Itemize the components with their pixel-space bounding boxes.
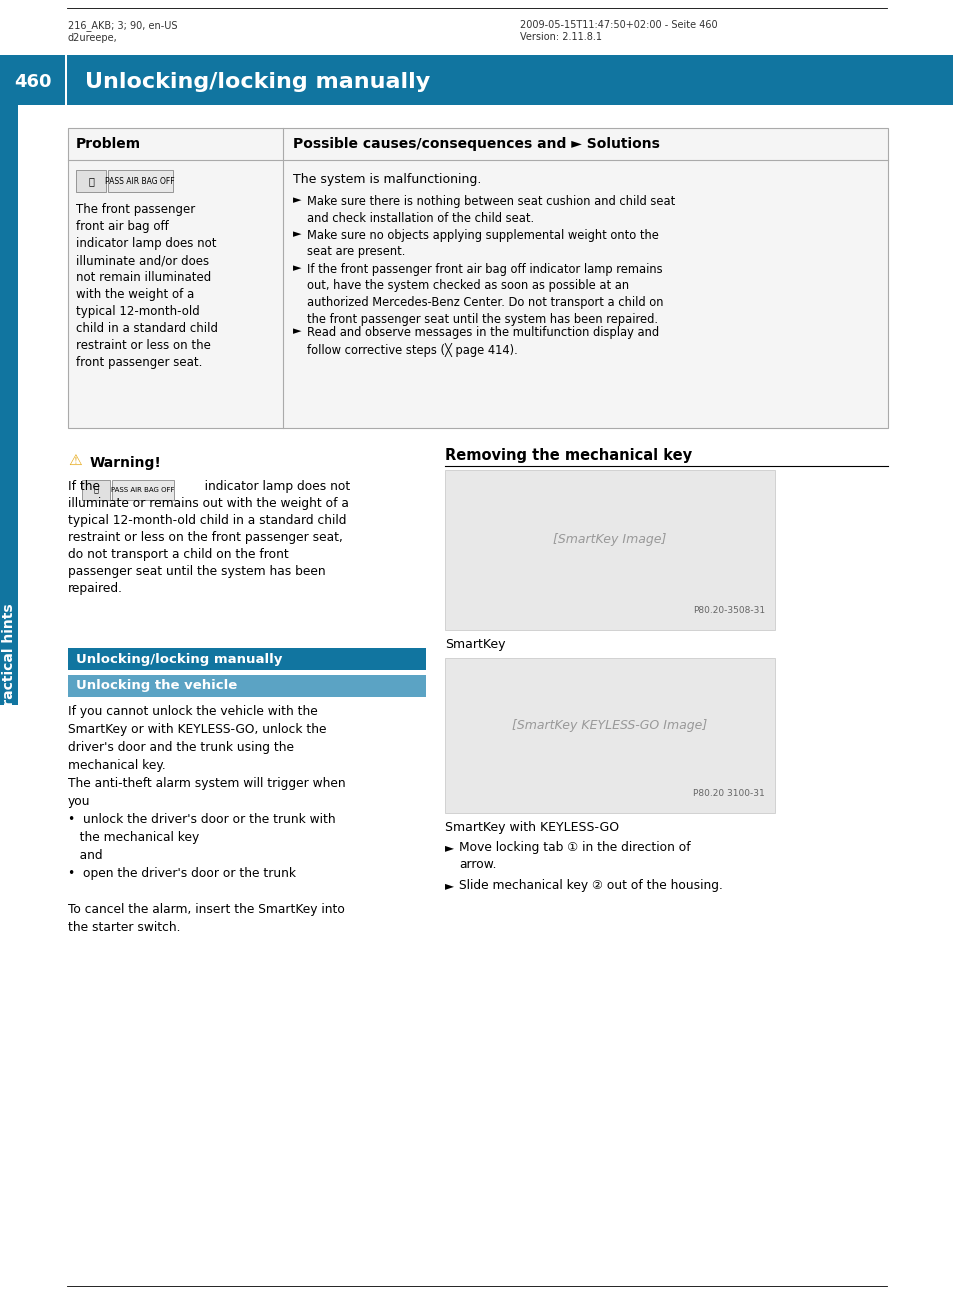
Bar	[108, 170, 172, 192]
Bar	[68, 128, 887, 428]
Text: Move locking tab ① in the direction of
arrow.: Move locking tab ① in the direction of a…	[458, 841, 690, 871]
Text: Practical hints: Practical hints	[2, 604, 16, 717]
Bar	[0, 105, 18, 705]
Text: ►: ►	[444, 879, 454, 892]
Text: ►: ►	[293, 263, 301, 273]
Text: 216_AKB; 3; 90, en-US
d2ureepe,: 216_AKB; 3; 90, en-US d2ureepe,	[68, 19, 177, 43]
Text: P80.20 3100-31: P80.20 3100-31	[693, 789, 764, 798]
Text: Read and observe messages in the multifunction display and
follow corrective ste: Read and observe messages in the multifu…	[307, 326, 659, 357]
Bar	[444, 659, 774, 813]
Text: [SmartKey KEYLESS-GO Image]: [SmartKey KEYLESS-GO Image]	[512, 719, 707, 732]
Text: 2009-05-15T11:47:50+02:00 - Seite 460
Version: 2.11.8.1: 2009-05-15T11:47:50+02:00 - Seite 460 Ve…	[519, 19, 717, 41]
Bar	[0, 56, 953, 105]
Text: Make sure there is nothing between seat cushion and child seat
and check install: Make sure there is nothing between seat …	[307, 195, 675, 224]
Text: ►: ►	[293, 229, 301, 239]
Text: If the front passenger front air bag off indicator lamp remains
out, have the sy: If the front passenger front air bag off…	[307, 263, 662, 326]
Text: Unlocking/locking manually: Unlocking/locking manually	[85, 72, 430, 92]
Text: The front passenger
front air bag off
indicator lamp does not
illuminate and/or : The front passenger front air bag off in…	[76, 203, 218, 369]
Text: Problem: Problem	[76, 137, 141, 151]
Text: [SmartKey Image]: [SmartKey Image]	[553, 533, 666, 546]
Text: The system is malfunctioning.: The system is malfunctioning.	[293, 173, 481, 186]
Text: Warning!: Warning!	[90, 455, 162, 470]
Text: If the                           indicator lamp does not
illuminate or remains o: If the indicator lamp does not illuminat…	[68, 480, 350, 595]
Text: ►: ►	[444, 841, 454, 854]
Text: Make sure no objects applying supplemental weight onto the
seat are present.: Make sure no objects applying supplement…	[307, 229, 659, 259]
Text: Slide mechanical key ② out of the housing.: Slide mechanical key ② out of the housin…	[458, 879, 722, 892]
Bar	[82, 480, 110, 499]
Text: PASS AIR BAG OFF: PASS AIR BAG OFF	[112, 487, 174, 493]
Text: Unlocking/locking manually: Unlocking/locking manually	[76, 652, 282, 665]
Text: SmartKey with KEYLESS-GO: SmartKey with KEYLESS-GO	[444, 820, 618, 835]
Text: P80.20-3508-31: P80.20-3508-31	[692, 606, 764, 615]
Text: ⚠: ⚠	[68, 453, 82, 468]
Text: Unlocking the vehicle: Unlocking the vehicle	[76, 679, 237, 692]
Text: Possible causes/consequences and ► Solutions: Possible causes/consequences and ► Solut…	[293, 137, 659, 151]
Text: SmartKey: SmartKey	[444, 638, 505, 651]
Bar	[68, 128, 887, 160]
Bar	[68, 160, 887, 428]
Text: 🚫: 🚫	[88, 176, 93, 186]
Text: 460: 460	[14, 72, 51, 91]
Bar	[112, 480, 173, 499]
Text: ►: ►	[293, 195, 301, 204]
Bar	[65, 56, 67, 105]
Bar	[68, 675, 426, 697]
Text: If you cannot unlock the vehicle with the
SmartKey or with KEYLESS-GO, unlock th: If you cannot unlock the vehicle with th…	[68, 705, 345, 934]
Bar	[76, 170, 106, 192]
Text: 🚫: 🚫	[93, 485, 98, 494]
Text: PASS AIR BAG OFF: PASS AIR BAG OFF	[105, 176, 174, 185]
Text: Removing the mechanical key: Removing the mechanical key	[444, 448, 691, 463]
Text: ►: ►	[293, 326, 301, 336]
Bar	[444, 470, 774, 630]
Bar	[68, 648, 426, 670]
